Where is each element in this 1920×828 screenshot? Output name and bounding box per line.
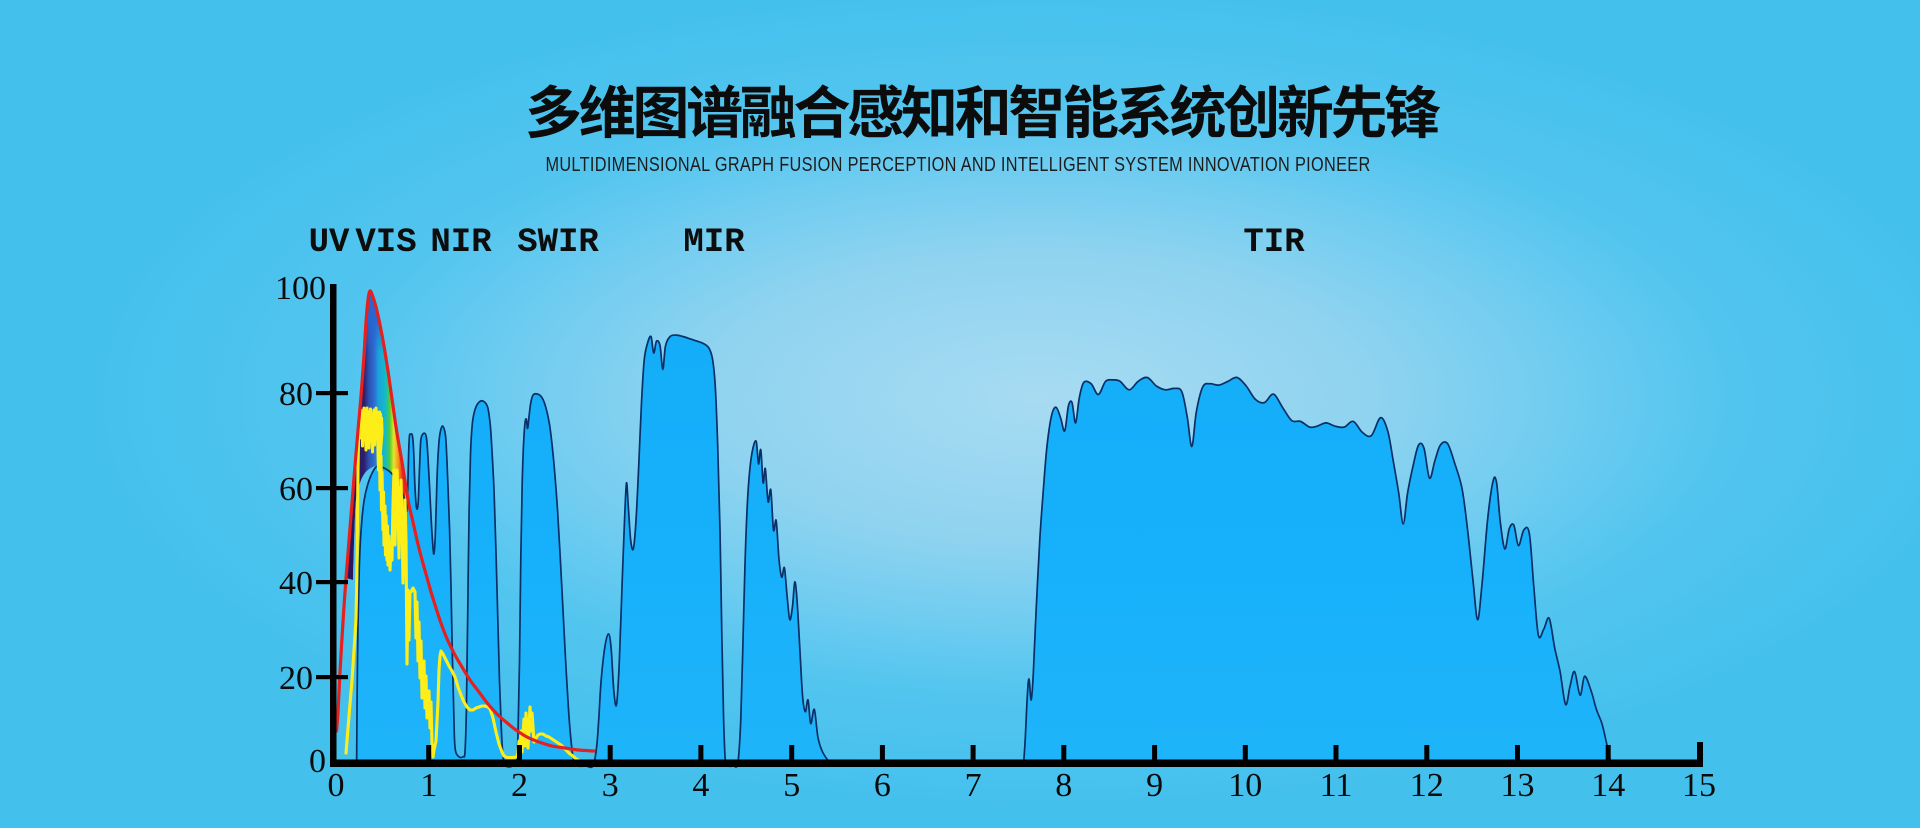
svg-text:10: 10 (1228, 767, 1262, 804)
svg-text:14: 14 (1591, 767, 1625, 804)
svg-text:2: 2 (511, 767, 528, 804)
svg-text:VIS: VIS (355, 224, 416, 262)
svg-text:40: 40 (279, 565, 313, 602)
svg-text:TIR: TIR (1243, 224, 1305, 262)
svg-text:NIR: NIR (430, 224, 492, 262)
svg-text:13: 13 (1501, 767, 1535, 804)
svg-text:100: 100 (275, 270, 326, 307)
svg-text:5: 5 (783, 767, 800, 804)
svg-text:7: 7 (965, 767, 982, 804)
svg-text:3: 3 (602, 767, 619, 804)
svg-text:UV: UV (309, 224, 350, 262)
svg-text:6: 6 (874, 767, 891, 804)
svg-text:9: 9 (1146, 767, 1163, 804)
svg-text:8: 8 (1055, 767, 1072, 804)
svg-text:0: 0 (309, 743, 326, 780)
svg-text:4: 4 (692, 767, 709, 804)
svg-text:60: 60 (279, 471, 313, 508)
svg-text:20: 20 (279, 660, 313, 697)
svg-text:15: 15 (1682, 767, 1716, 804)
svg-text:11: 11 (1320, 767, 1353, 804)
svg-text:80: 80 (279, 376, 313, 413)
svg-text:SWIR: SWIR (517, 224, 599, 262)
svg-text:12: 12 (1410, 767, 1444, 804)
svg-text:0: 0 (328, 767, 345, 804)
svg-text:MIR: MIR (683, 224, 745, 262)
svg-text:1: 1 (420, 767, 437, 804)
svg-text:MULTIDIMENSIONAL GRAPH FUSION: MULTIDIMENSIONAL GRAPH FUSION PERCEPTION… (545, 152, 1370, 175)
